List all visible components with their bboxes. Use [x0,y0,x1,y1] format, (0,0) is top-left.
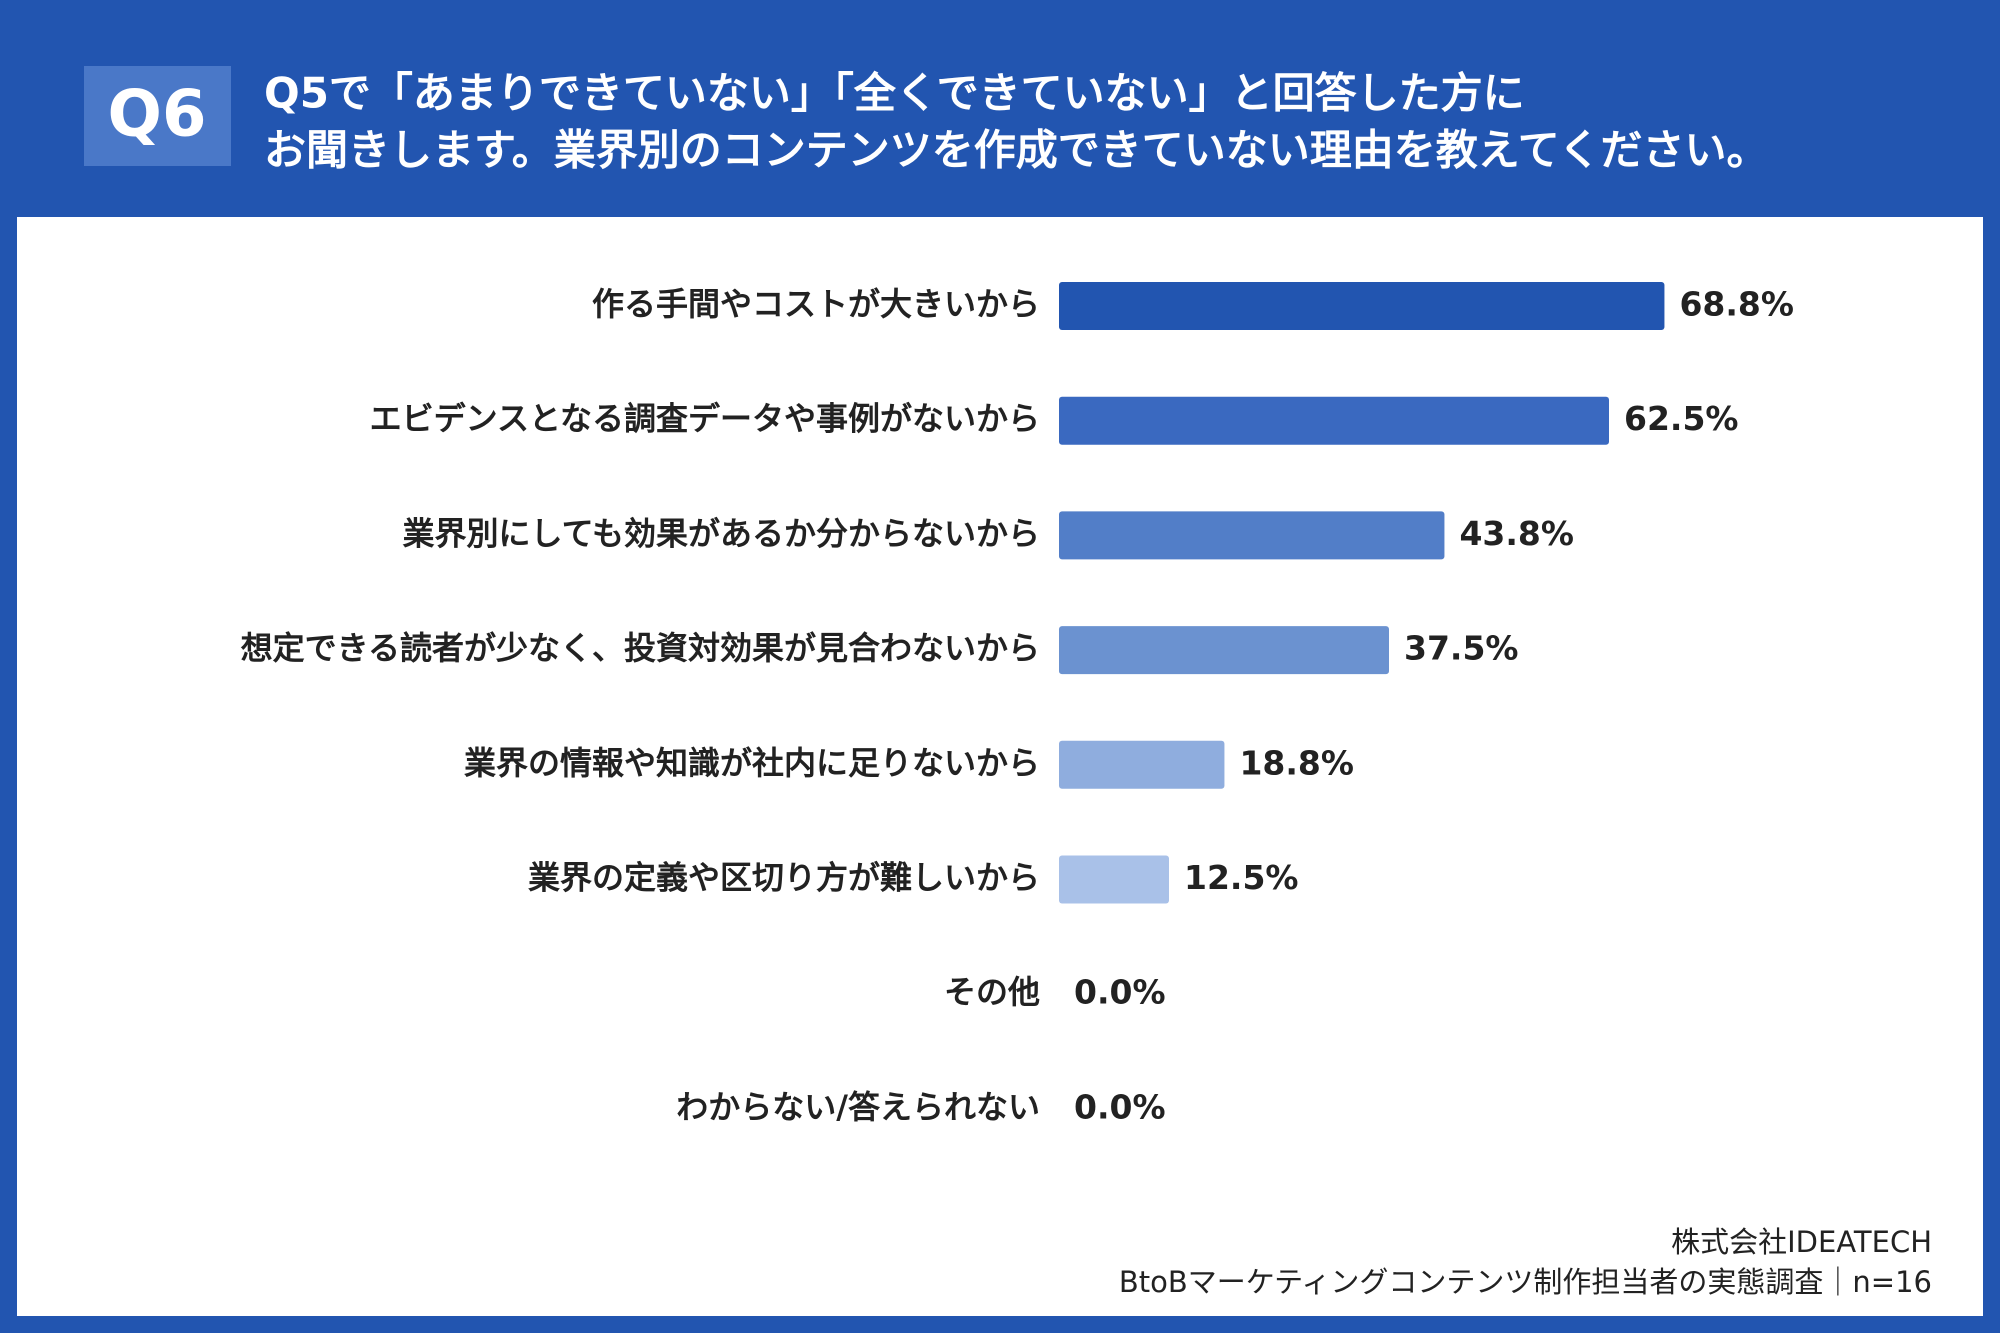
question-number: Q6 [108,78,207,152]
category-label: わからない/答えられない [676,1088,1040,1126]
value-label: 0.0% [1074,1087,1166,1126]
value-label: 0.0% [1074,973,1166,1012]
bar [1059,626,1389,675]
category-label: その他 [944,973,1040,1011]
category-label: 業界の情報や知識が社内に足りないから [464,744,1040,782]
value-label: 37.5% [1404,629,1519,668]
chart-title: お聞きします。業界別のコンテンツを作成できていない理由を教えてください。 [264,126,1768,175]
panel [17,217,1983,1316]
category-label: 業界の定義や区切り方が難しいから [528,859,1040,897]
category-label: 想定できる読者が少なく、投資対効果が見合わないから [241,629,1040,667]
source: BtoBマーケティングコンテンツ制作担当者の実態調査｜n=16 [1119,1265,1932,1299]
value-label: 43.8% [1459,514,1574,553]
bar [1059,855,1169,904]
source: 株式会社IDEATECH [1671,1225,1932,1259]
category-label: エビデンスとなる調査データや事例がないから [370,400,1040,438]
bar [1059,396,1609,445]
bar [1059,511,1445,560]
value-label: 12.5% [1184,858,1299,897]
category-label: 作る手間やコストが大きいから [592,285,1040,323]
chart-title: Q5で「あまりできていない」「全くできていない」と回答した方に [264,69,1525,118]
category-label: 業界別にしても効果があるか分からないから [403,514,1040,552]
value-label: 18.8% [1239,743,1354,782]
bar [1059,282,1665,330]
bar [1059,740,1225,789]
value-label: 62.5% [1624,399,1739,438]
question-badge [84,66,231,166]
value-label: 68.8% [1679,285,1794,324]
